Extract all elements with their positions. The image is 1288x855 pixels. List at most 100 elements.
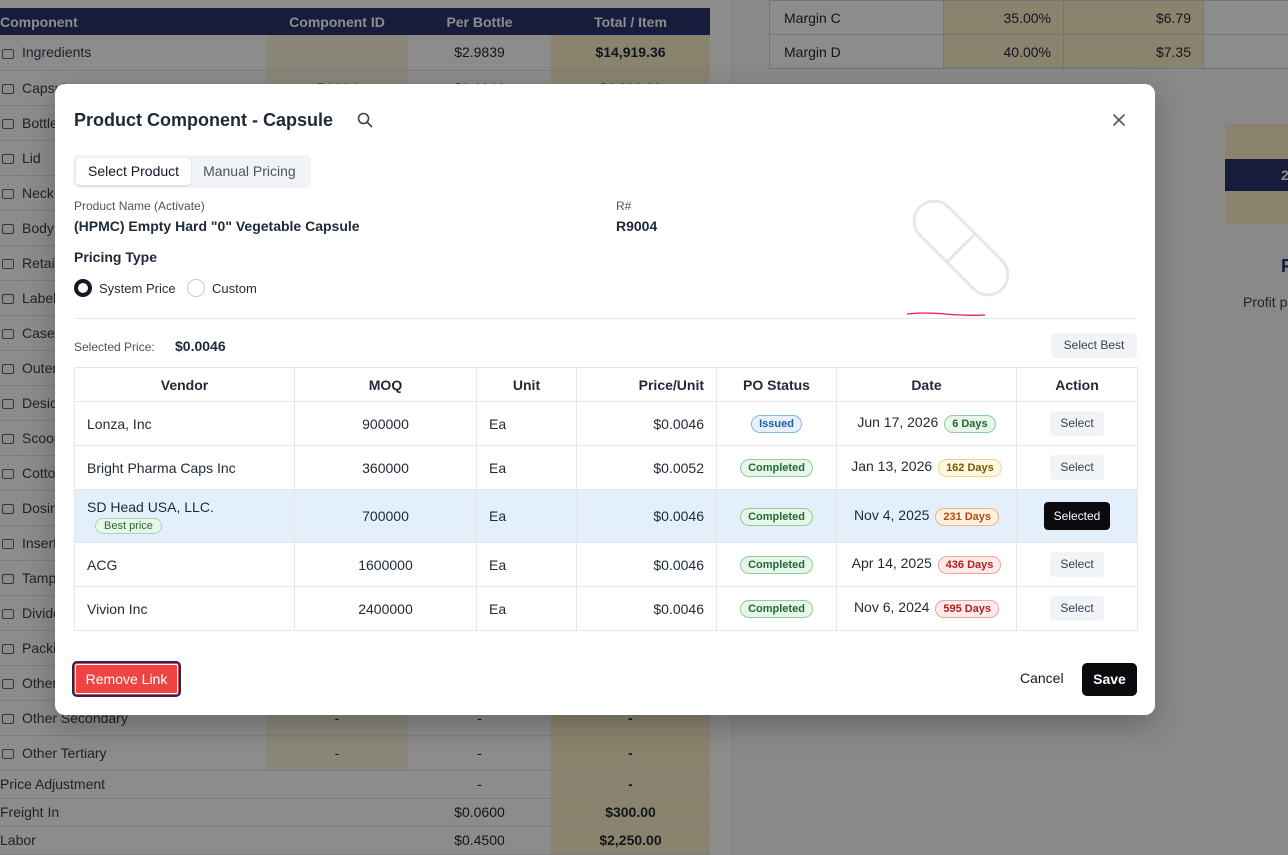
total-item: $2,250.00 bbox=[551, 826, 710, 855]
summary-header: 2 bbox=[1225, 159, 1288, 191]
per-bottle: - bbox=[408, 735, 551, 771]
summary-letter: F bbox=[1281, 256, 1288, 276]
cancel-button[interactable]: Cancel bbox=[1020, 670, 1064, 686]
select-vendor-button[interactable]: Select bbox=[1050, 455, 1104, 480]
component-icon bbox=[2, 678, 14, 689]
col-unit: Unit bbox=[476, 367, 577, 402]
vendor-row[interactable]: Lonza, Inc 900000 Ea $0.0046 Issued Jun … bbox=[74, 401, 1138, 446]
per-bottle: $0.0600 bbox=[408, 798, 551, 827]
component-icon bbox=[2, 433, 14, 444]
component-id bbox=[266, 35, 408, 71]
component-icon bbox=[2, 643, 14, 654]
vendor-table: Vendor MOQ Unit Price/Unit PO Status Dat… bbox=[74, 367, 1138, 631]
vendor-row-selected[interactable]: SD Head USA, LLC. Best price 700000 Ea $… bbox=[74, 489, 1138, 543]
component-icon bbox=[2, 83, 14, 94]
margin-pct[interactable]: 40.00% bbox=[943, 34, 1064, 69]
cost-row-label: Price Adjustment bbox=[0, 770, 408, 799]
selected-price-label: Selected Price: bbox=[74, 340, 155, 354]
capsule-icon bbox=[906, 199, 1010, 316]
close-icon[interactable] bbox=[1110, 111, 1128, 129]
component-name-label: Ingredients bbox=[22, 44, 92, 61]
tab-manual-pricing[interactable]: Manual Pricing bbox=[203, 163, 296, 179]
days-badge: 231 Days bbox=[935, 507, 1000, 526]
vendor-price: $0.0046 bbox=[576, 489, 717, 543]
radio-custom-label: Custom bbox=[212, 280, 257, 296]
vendor-moq: 700000 bbox=[294, 489, 477, 543]
component-row[interactable]: Other Tertiary - - - bbox=[0, 735, 710, 771]
component-icon bbox=[2, 293, 14, 304]
vendor-name: SD Head USA, LLC. bbox=[87, 498, 214, 515]
vendor-moq: 2400000 bbox=[294, 586, 477, 631]
po-date: Jan 13, 2026 bbox=[851, 458, 933, 474]
component-name-label: Bottle bbox=[22, 114, 58, 131]
component-row[interactable]: Ingredients $2.9839 $14,919.36 bbox=[0, 35, 710, 71]
margin-amount: $6.79 bbox=[1063, 0, 1204, 35]
component-name-label: Other Tertiary bbox=[22, 744, 107, 761]
radio-unchecked-icon bbox=[187, 279, 205, 297]
days-badge: 595 Days bbox=[935, 600, 1000, 618]
divider bbox=[74, 318, 1137, 319]
component-icon bbox=[2, 223, 14, 234]
per-bottle: $0.4500 bbox=[408, 826, 551, 855]
po-status-badge: Completed bbox=[740, 459, 813, 477]
r-number: R9004 bbox=[616, 218, 658, 234]
component-icon bbox=[2, 608, 14, 619]
search-icon[interactable] bbox=[357, 112, 373, 128]
component-name-label: Insert bbox=[22, 534, 58, 551]
radio-system-price[interactable]: System Price bbox=[74, 279, 176, 297]
vendor-name: Bright Pharma Caps Inc bbox=[74, 445, 295, 490]
save-button[interactable]: Save bbox=[1082, 663, 1137, 696]
vendor-row[interactable]: ACG 1600000 Ea $0.0046 Completed Apr 14,… bbox=[74, 542, 1138, 587]
col-component: Component bbox=[0, 8, 266, 35]
vendor-name: ACG bbox=[74, 542, 295, 587]
vendor-unit: Ea bbox=[476, 445, 577, 490]
cost-row: Freight In $0.0600 $300.00 bbox=[0, 798, 710, 827]
component-id: - bbox=[266, 735, 408, 771]
select-best-button[interactable]: Select Best bbox=[1051, 333, 1137, 358]
days-badge: 162 Days bbox=[938, 459, 1002, 477]
margin-pct[interactable]: 35.00% bbox=[943, 0, 1064, 35]
radio-checked-icon bbox=[74, 279, 92, 297]
tab-select-product[interactable]: Select Product bbox=[76, 158, 192, 185]
component-name-label: Lid bbox=[22, 149, 41, 166]
select-vendor-button[interactable]: Select bbox=[1050, 411, 1104, 436]
selected-vendor-button[interactable]: Selected bbox=[1043, 502, 1111, 530]
radio-custom[interactable]: Custom bbox=[187, 279, 257, 297]
best-price-badge: Best price bbox=[95, 517, 162, 534]
total-item: - bbox=[551, 735, 710, 771]
cost-row-label: Labor bbox=[0, 826, 408, 855]
per-bottle: $2.9839 bbox=[408, 35, 551, 71]
select-vendor-button[interactable]: Select bbox=[1050, 596, 1104, 621]
col-per-bottle: Per Bottle bbox=[408, 8, 551, 35]
component-icon bbox=[2, 48, 14, 59]
component-name: Other Tertiary bbox=[0, 735, 266, 771]
margin-row: Margin D 40.00% $7.35 bbox=[769, 34, 1288, 69]
vendor-price: $0.0046 bbox=[576, 401, 717, 446]
margin-label: Margin C bbox=[769, 0, 944, 35]
po-date: Jun 17, 2026 bbox=[857, 414, 939, 430]
component-icon bbox=[2, 573, 14, 584]
component-name-label: Dosing bbox=[22, 499, 66, 516]
component-name: Ingredients bbox=[0, 35, 266, 71]
pricing-type-label: Pricing Type bbox=[74, 249, 157, 265]
margin-label: Margin D bbox=[769, 34, 944, 69]
cost-row-label: Freight In bbox=[0, 798, 408, 827]
component-icon bbox=[2, 188, 14, 199]
vendor-row[interactable]: Vivion Inc 2400000 Ea $0.0046 Completed … bbox=[74, 586, 1138, 631]
select-vendor-button[interactable]: Select bbox=[1050, 552, 1104, 577]
vendor-moq: 360000 bbox=[294, 445, 477, 490]
component-icon bbox=[2, 398, 14, 409]
col-price-unit: Price/Unit bbox=[576, 367, 717, 402]
col-moq: MOQ bbox=[294, 367, 477, 402]
selected-price-value: $0.0046 bbox=[175, 338, 226, 354]
remove-link-button[interactable]: Remove Link bbox=[72, 661, 181, 697]
vendor-row[interactable]: Bright Pharma Caps Inc 360000 Ea $0.0052… bbox=[74, 445, 1138, 490]
po-date: Nov 6, 2024 bbox=[853, 599, 930, 615]
component-name-label: Divider bbox=[22, 604, 66, 621]
component-icon bbox=[2, 258, 14, 269]
total-item: - bbox=[551, 770, 710, 799]
days-badge: 436 Days bbox=[937, 556, 1002, 574]
component-name-label: Scoop bbox=[22, 429, 62, 446]
col-action: Action bbox=[1016, 367, 1138, 402]
component-icon bbox=[2, 363, 14, 374]
